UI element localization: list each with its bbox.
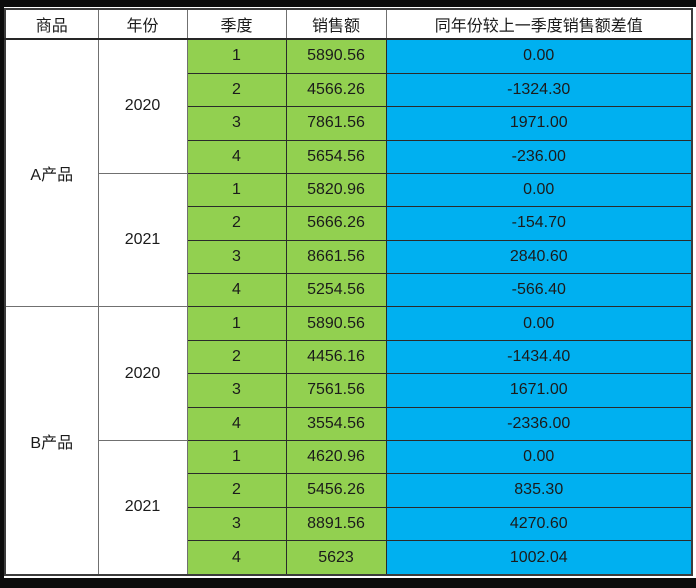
diff-cell: -154.70: [385, 206, 693, 241]
quarter-cell: 2: [186, 206, 287, 241]
table-row: 2 4456.16 -1434.40: [5, 339, 693, 375]
table-row: 4 5254.56 -566.40: [5, 273, 693, 308]
table-row: 2 5666.26 -154.70: [5, 206, 693, 241]
product-cell: A产品: [4, 38, 99, 308]
diff-cell: 2840.60: [385, 239, 693, 275]
header-row: 商品 年份 季度 销售额 同年份较上一季度销售额差值: [4, 8, 693, 40]
header-product: 商品: [4, 8, 99, 40]
quarter-cell: 3: [186, 106, 287, 141]
quarter-cell: 4: [186, 540, 287, 576]
table-row: B产品 2020 1 5890.56 0.00: [4, 306, 693, 576]
quarter-cell: 3: [186, 506, 287, 542]
sales-cell: 5456.26: [285, 473, 387, 508]
diff-cell: 1671.00: [385, 373, 693, 408]
sales-table: 商品 年份 季度 销售额 同年份较上一季度销售额差值 A产品 2020 1 58…: [4, 8, 693, 576]
sales-cell: 4566.26: [285, 72, 387, 108]
quarter-cell: 4: [186, 139, 287, 174]
sales-cell: 3554.56: [285, 406, 387, 441]
sales-cell: 5820.96: [285, 172, 387, 208]
diff-cell: -2336.00: [385, 406, 693, 441]
table-row: 2 4566.26 -1324.30: [5, 72, 693, 108]
header-quarter: 季度: [186, 8, 287, 40]
quarter-cell: 3: [186, 373, 287, 408]
product-cell: B产品: [4, 306, 99, 576]
table-row: 4 3554.56 -2336.00: [5, 406, 693, 441]
diff-cell: -1324.30: [385, 72, 693, 108]
diff-cell: 0.00: [385, 439, 693, 475]
quarter-cell: 4: [186, 406, 287, 441]
year-cell: 2021: [97, 172, 188, 308]
top-frame-bar: [0, 0, 696, 7]
diff-cell: 1002.04: [385, 540, 693, 576]
sales-cell: 5654.56: [285, 139, 387, 174]
year-cell: 2020: [97, 306, 188, 441]
quarter-cell: 1: [186, 306, 287, 341]
quarter-cell: 1: [186, 439, 287, 475]
sales-cell: 5890.56: [285, 306, 387, 341]
diff-cell: -1434.40: [385, 339, 693, 375]
diff-cell: -236.00: [385, 139, 693, 174]
diff-cell: -566.40: [385, 273, 693, 308]
sales-cell: 4620.96: [285, 439, 387, 475]
sales-cell: 5890.56: [285, 38, 387, 74]
sales-cell: 5666.26: [285, 206, 387, 241]
table-row: 3 7561.56 1671.00: [5, 373, 693, 408]
table-row: 4 5623 1002.04: [5, 540, 693, 576]
table-row: A产品 2020 1 5890.56 0.00: [4, 38, 693, 308]
header-diff: 同年份较上一季度销售额差值: [385, 8, 693, 40]
table-row: 2021 1 5820.96 0.00: [5, 172, 693, 308]
sales-cell: 5254.56: [285, 273, 387, 308]
sales-cell: 7861.56: [285, 106, 387, 141]
bottom-frame-bar: [0, 578, 696, 588]
sales-cell: 8661.56: [285, 239, 387, 275]
diff-cell: 835.30: [385, 473, 693, 508]
diff-cell: 0.00: [385, 172, 693, 208]
quarter-cell: 2: [186, 473, 287, 508]
quarter-cell: 1: [186, 172, 287, 208]
sales-cell: 5623: [285, 540, 387, 576]
diff-cell: 0.00: [385, 38, 693, 74]
quarter-cell: 4: [186, 273, 287, 308]
year-cell: 2021: [97, 439, 188, 576]
year-cell: 2020: [97, 38, 188, 174]
sales-cell: 8891.56: [285, 506, 387, 542]
left-frame-bar: [0, 0, 4, 588]
quarter-cell: 2: [186, 72, 287, 108]
sales-cell: 4456.16: [285, 339, 387, 375]
table-row: 2 5456.26 835.30: [5, 473, 693, 508]
quarter-cell: 3: [186, 239, 287, 275]
quarter-cell: 2: [186, 339, 287, 375]
diff-cell: 4270.60: [385, 506, 693, 542]
diff-cell: 1971.00: [385, 106, 693, 141]
header-year: 年份: [97, 8, 188, 40]
table-row: 4 5654.56 -236.00: [5, 139, 693, 174]
table-row: 2021 1 4620.96 0.00: [5, 439, 693, 576]
sales-cell: 7561.56: [285, 373, 387, 408]
diff-cell: 0.00: [385, 306, 693, 341]
table-row: 3 7861.56 1971.00: [5, 106, 693, 141]
header-sales: 销售额: [285, 8, 387, 40]
quarter-cell: 1: [186, 38, 287, 74]
